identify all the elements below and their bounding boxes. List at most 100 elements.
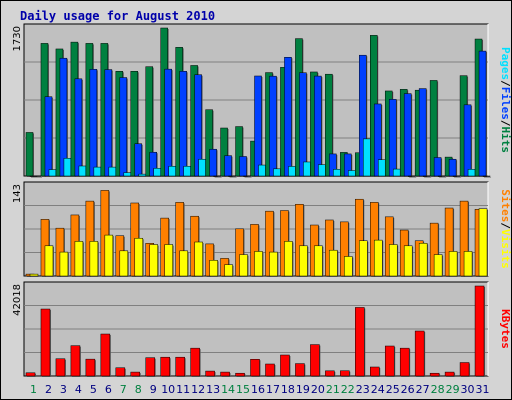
hits-panel-files-bar-17 [269,75,277,177]
hits-panel-files-bar-16 [254,75,262,177]
x-tick-label-14: 14 [221,383,235,396]
visits-panel-sites-bar-30 [463,251,473,277]
visits-panel-sites-bar-6 [104,234,114,277]
visits-panel-sites-bar-25 [388,244,398,277]
x-tick-label-15: 15 [236,383,250,396]
hits-panel-hits-bar-1 [25,132,34,177]
x-tick-label-10: 10 [161,383,175,396]
hits-panel-pages-bar-28-shadow [439,177,447,178]
hits-panel-pages-bar-19 [303,161,311,177]
visits-panel-sites-bar-8 [134,237,144,277]
visits-panel-sites-bar-23 [359,240,368,277]
hits-panel-pages-bar-27 [422,175,431,177]
hits-panel-files-bar-22 [344,153,352,177]
kbytes-panel-kbytes-bar-24 [370,366,380,377]
x-tick-label-31: 31 [476,383,490,396]
hits-panel-pages-bar-21 [333,169,341,177]
hits-panel-pages-bar-26 [407,175,416,177]
hits-panel-files-bar-7 [119,77,128,177]
hits-panel-files-bar-10 [164,68,172,177]
x-tick-label-28: 28 [431,383,445,396]
hits-panel-pages-bar-4 [78,165,87,177]
visits-panel-sites-bar-4 [74,241,84,277]
x-axis-labels: 1 2 3 4 5 6 7 8 9 10 11 12 13 14 15 16 17 18 19 20 21 22 23 24 2… [30,383,490,396]
visits-panel-sites-bar-11 [179,250,188,277]
x-tick-label-26: 26 [401,383,415,396]
hits-panel-files-bar-21 [329,153,337,177]
hits-panel-files-bar-23 [359,54,367,177]
kbytes-panel-kbytes-bar-26 [399,347,410,377]
kbytes-panel-kbytes-bar-15 [235,372,245,377]
x-tick-label-8: 8 [135,383,142,396]
kbytes-panel-kbytes-bar-6 [100,333,111,377]
hits-panel-files-bar-9 [149,151,157,177]
hits-panel-pages-bar-30 [467,169,476,177]
hits-panel-files-bar-4 [74,78,83,177]
hits-panel-pages-bar-16 [258,164,266,177]
hits-panel-pages-bar-31-shadow [484,177,492,178]
x-tick-label-2: 2 [45,383,52,396]
hits-panel-legend-item-2: Files [499,87,512,120]
kbytes-panel-kbytes-bar-1 [25,372,36,377]
hits-panel-hits-bar-28 [429,80,438,177]
hits-panel-pages-bar-29 [452,175,461,177]
kbytes-panel-kbytes-bar-28 [429,372,440,377]
visits-panel-sites-bar-14 [224,264,233,277]
kbytes-panel-kbytes-bar-30 [459,362,470,377]
kbytes-panel-kbytes-bar-10 [160,356,170,377]
hits-panel-hits-bar-15 [235,126,243,177]
x-tick-label-7: 7 [120,383,127,396]
visits-panel-max-label: 143 [12,184,23,203]
hits-panel-legend-item-4: Hits [499,127,512,154]
visits-panel-sites-bar-28 [433,254,443,277]
visits-panel-sites-bar-10 [164,244,173,277]
visits-panel-legend: Sites/Visits [499,189,512,269]
hits-panel-pages-bar-15-shadow [244,177,252,178]
hits-panel-files-bar-29 [448,158,457,177]
kbytes-panel-kbytes-bar-16 [250,359,260,377]
x-tick-label-13: 13 [206,383,220,396]
x-tick-label-22: 22 [341,383,355,396]
kbytes-panel-kbytes-bar-9 [145,357,155,377]
hits-panel-files-bar-15 [239,156,247,177]
hits-panel-pages-bar-11 [183,165,191,177]
x-tick-label-18: 18 [281,383,295,396]
visits-panel-sites-bar-17 [269,251,278,277]
hits-panel-pages-bar-3 [63,158,72,177]
visits-panel-sites-bar-15 [239,254,248,277]
hits-panel-files-bar-18 [284,57,292,177]
hits-panel-pages-bar-28 [437,175,446,177]
hits-panel-pages-bar-7 [123,172,132,177]
hits-panel-files-bar-12 [194,74,202,177]
visits-panel-sites-bar-24 [374,239,383,277]
visits-panel-sites-bar-12 [194,241,203,277]
x-tick-label-5: 5 [90,383,97,396]
hits-panel-pages-bar-14-shadow [229,177,237,178]
hits-panel-pages-bar-13-shadow [214,177,222,178]
kbytes-panel-kbytes-bar-4 [70,345,81,377]
hits-panel-pages-bar-17 [273,168,281,177]
visits-panel-legend-item-2: Visits [499,229,512,269]
visits-panel-sites-bar-18 [284,241,293,277]
x-tick-label-30: 30 [461,383,475,396]
visits-panel-sites-bar-16 [254,251,263,277]
hits-panel-hits-bar-8 [130,71,139,177]
visits-panel-legend-item-1: / [499,222,512,229]
hits-panel-legend: Pages/Files/Hits [499,47,512,153]
visits-panel-sites-bar-9 [149,244,158,277]
hits-panel-files-bar-8 [134,143,143,177]
visits-panel-sites-bar-13 [209,260,218,277]
hits-panel-files-bar-20 [314,75,322,177]
kbytes-panel-kbytes-bar-23 [355,307,365,377]
kbytes-panel-max-label: 42018 [12,284,23,316]
kbytes-panel-kbytes-bar-27 [414,330,425,377]
visits-panel-sites-bar-19 [299,245,308,277]
kbytes-panel-kbytes-bar-8 [130,371,141,377]
visits-panel-sites-bar-26 [403,245,413,277]
visits-panel-sites-bar-5 [89,241,99,277]
hits-panel-files-bar-19 [299,72,307,177]
hits-panel-pages-bar-8 [138,173,147,177]
x-tick-label-12: 12 [191,383,205,396]
x-tick-label-29: 29 [446,383,460,396]
hits-panel-pages-bar-10 [168,165,176,177]
